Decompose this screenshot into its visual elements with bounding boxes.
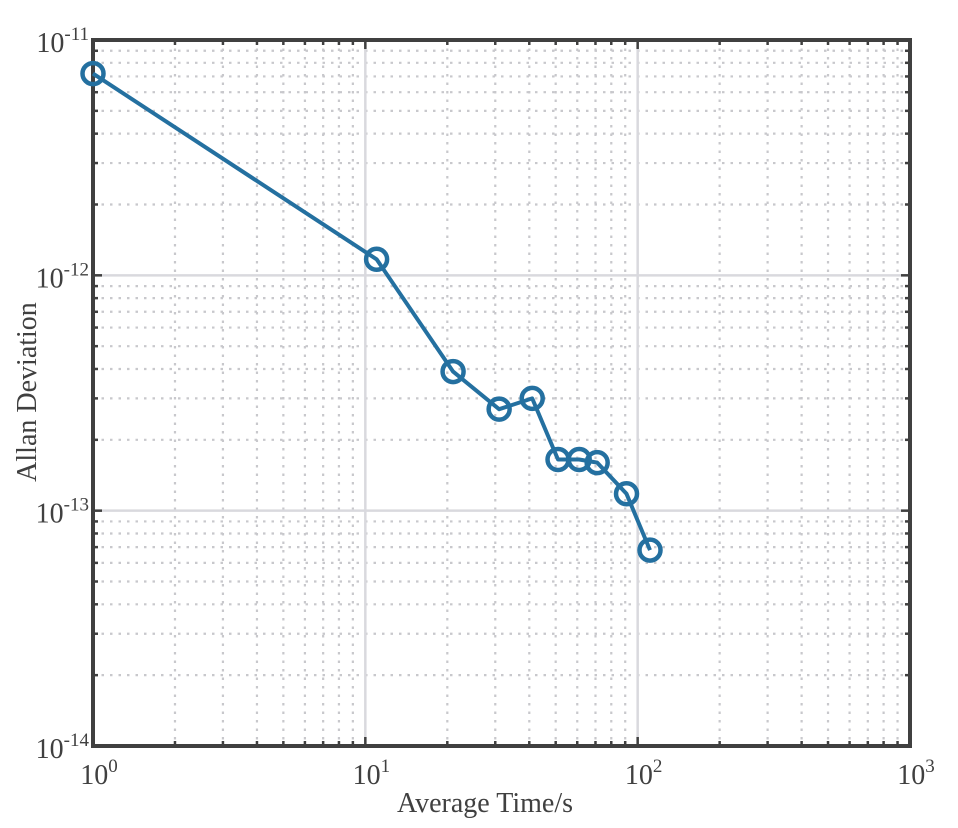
y-tick-label: 10-11 <box>36 24 89 59</box>
x-tick-label: 102 <box>625 756 663 791</box>
grid-layer <box>93 40 910 746</box>
data-point-marker <box>519 385 545 412</box>
y-axis-label: Allan Deviation <box>12 302 43 482</box>
x-tick-label: 103 <box>897 756 935 791</box>
data-point-marker <box>80 60 106 87</box>
series-line <box>91 71 652 551</box>
plot-frame <box>91 38 912 748</box>
y-tick-label: 10-14 <box>36 730 90 765</box>
x-tick-label: 100 <box>80 756 118 791</box>
data-point-marker <box>440 358 466 385</box>
x-axis-label: Average Time/s <box>397 788 573 819</box>
data-point-marker <box>584 449 610 476</box>
y-tick-label: 10-12 <box>36 259 89 294</box>
data-point-marker <box>363 246 390 273</box>
series-layer <box>80 60 663 563</box>
y-tick-label: 10-13 <box>36 495 89 530</box>
data-point-marker <box>613 481 640 507</box>
data-point-marker <box>566 446 592 473</box>
tick-labels: 100 101 102 103 10-14 10-13 10-12 10-11 <box>36 24 935 791</box>
axes-frame <box>91 38 912 748</box>
x-tick-label: 101 <box>353 756 391 791</box>
data-point-marker <box>637 537 663 563</box>
data-point-marker <box>486 396 512 422</box>
